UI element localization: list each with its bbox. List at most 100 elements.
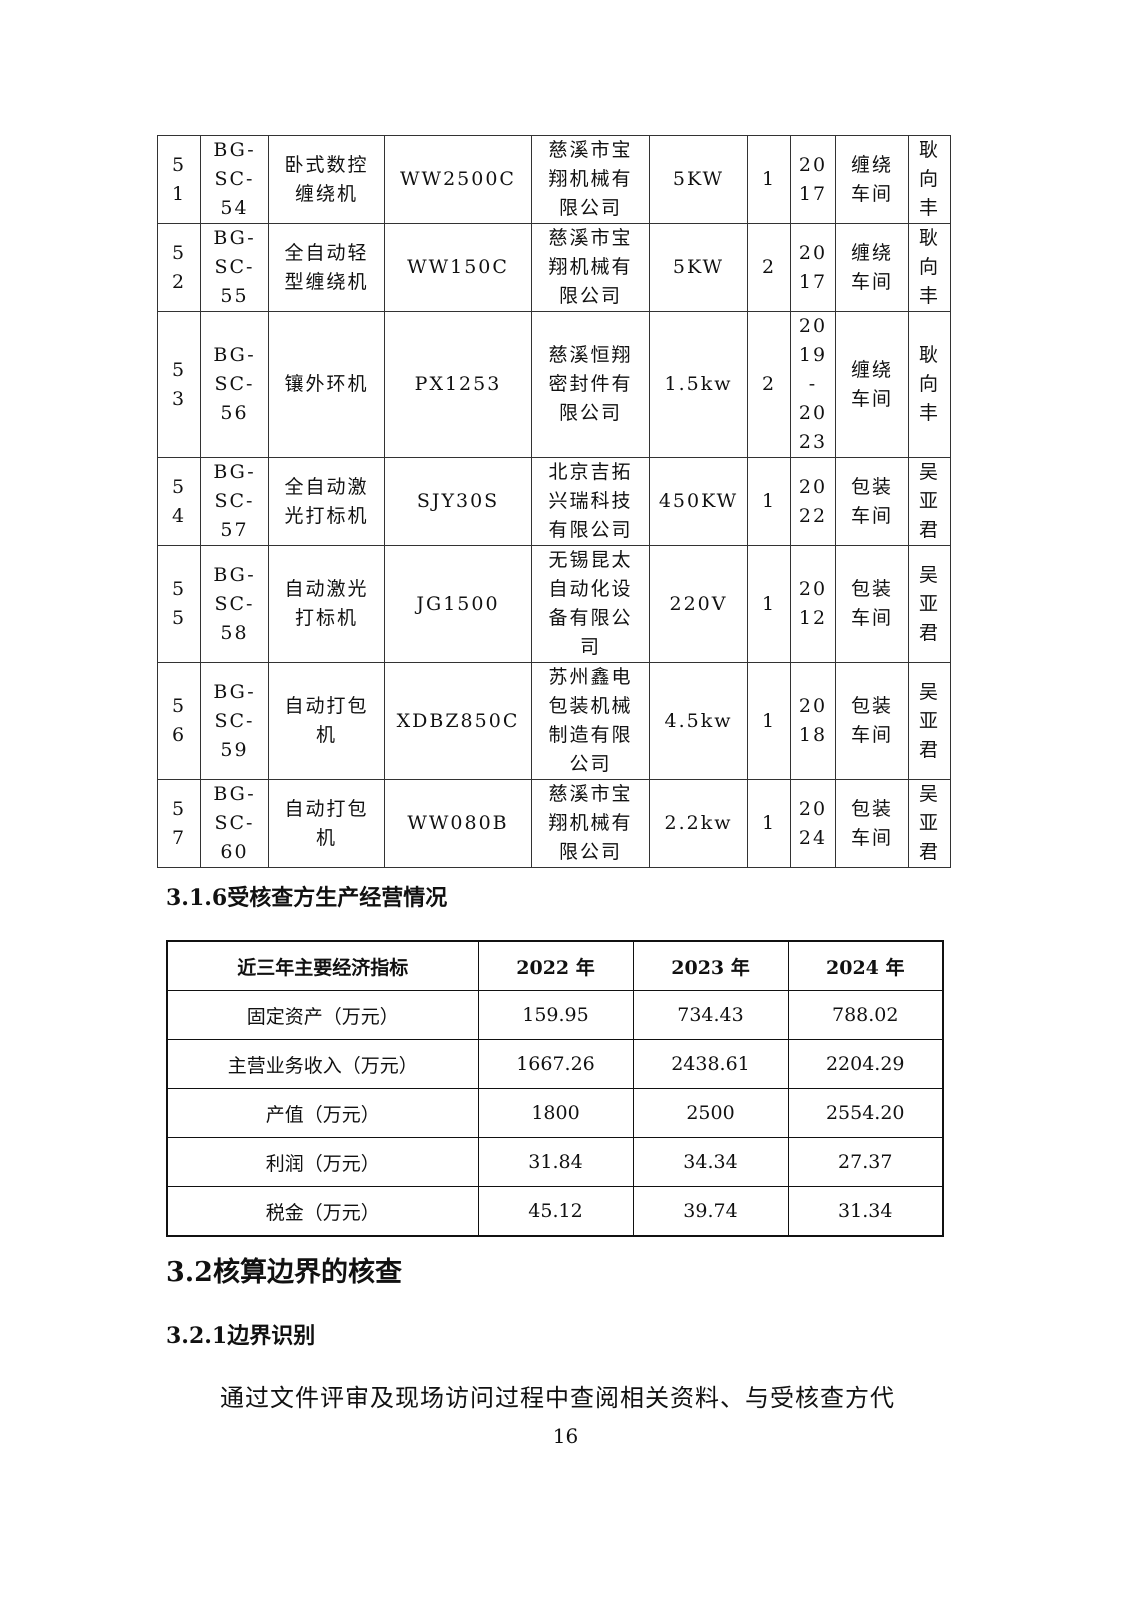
table-row: 5 5 BG- SC- 58 自动激光 打标机 JG1500 无锡昆太 自动化设 备有限… — [157, 545, 951, 663]
year-cell: 20 17 — [790, 223, 836, 312]
equipment-name-cell: 自动打包 机 — [268, 779, 385, 868]
table-row: 产值（万元） 1800 2500 2554.20 — [166, 1088, 944, 1138]
workshop-cell: 包装 车间 — [835, 545, 909, 663]
indicator-cell: 固定资产（万元） — [166, 990, 479, 1040]
equipment-code-cell: BG- SC- 59 — [200, 662, 269, 780]
value-cell: 39.74 — [632, 1186, 789, 1237]
section-heading-3-2-1: 3.2.1边界识别 — [166, 1323, 316, 1349]
manufacturer-cell: 慈溪市宝 翔机械有 限公司 — [531, 223, 650, 312]
power-cell: 450KW — [649, 457, 748, 546]
workshop-cell: 包装 车间 — [835, 779, 909, 868]
value-cell: 2554.20 — [787, 1088, 944, 1138]
row-number-cell: 5 5 — [157, 545, 201, 663]
header-cell: 2022 年 — [477, 940, 634, 991]
equipment-name-cell: 自动激光 打标机 — [268, 545, 385, 663]
equipment-code-cell: BG- SC- 60 — [200, 779, 269, 868]
row-number-cell: 5 2 — [157, 223, 201, 312]
equipment-code-cell: BG- SC- 56 — [200, 311, 269, 458]
year-cell: 20 22 — [790, 457, 836, 546]
equipment-name-cell: 卧式数控 缠绕机 — [268, 135, 385, 224]
quantity-cell: 2 — [747, 311, 791, 458]
value-cell: 31.84 — [477, 1137, 634, 1187]
value-cell: 2204.29 — [787, 1039, 944, 1089]
workshop-cell: 包装 车间 — [835, 457, 909, 546]
year-cell: 20 24 — [790, 779, 836, 868]
section-heading-3-2: 3.2核算边界的核查 — [166, 1257, 402, 1288]
row-number-cell: 5 1 — [157, 135, 201, 224]
table-header-row: 近三年主要经济指标 2022 年 2023 年 2024 年 — [166, 940, 944, 991]
equipment-code-cell: BG- SC- 55 — [200, 223, 269, 312]
row-number-cell: 5 3 — [157, 311, 201, 458]
section-heading-3-1-6: 3.1.6受核查方生产经营情况 — [166, 885, 448, 911]
model-cell: WW150C — [384, 223, 532, 312]
table-row: 5 6 BG- SC- 59 自动打包 机 XDBZ850C 苏州鑫电 包装机械 制造有… — [157, 662, 951, 780]
power-cell: 5KW — [649, 223, 748, 312]
value-cell: 159.95 — [477, 990, 634, 1040]
model-cell: WW080B — [384, 779, 532, 868]
value-cell: 45.12 — [477, 1186, 634, 1237]
row-number-cell: 5 6 — [157, 662, 201, 780]
model-cell: XDBZ850C — [384, 662, 532, 780]
equipment-table: 5 1 BG- SC- 54 卧式数控 缠绕机 WW2500C 慈溪市宝 翔机械有 限公… — [157, 135, 951, 868]
economic-indicators-table: 近三年主要经济指标 2022 年 2023 年 2024 年 固定资产（万元） 1… — [166, 940, 944, 1237]
year-cell: 20 18 — [790, 662, 836, 780]
equipment-name-cell: 全自动激 光打标机 — [268, 457, 385, 546]
quantity-cell: 1 — [747, 457, 791, 546]
quantity-cell: 1 — [747, 135, 791, 224]
value-cell: 1667.26 — [477, 1039, 634, 1089]
workshop-cell: 缠绕 车间 — [835, 223, 909, 312]
table-row: 5 2 BG- SC- 55 全自动轻 型缠绕机 WW150C 慈溪市宝 翔机械有 限公… — [157, 223, 951, 312]
indicator-cell: 产值（万元） — [166, 1088, 479, 1138]
value-cell: 31.34 — [787, 1186, 944, 1237]
indicator-cell: 主营业务收入（万元） — [166, 1039, 479, 1089]
workshop-cell: 缠绕 车间 — [835, 135, 909, 224]
header-cell: 2024 年 — [787, 940, 944, 991]
indicator-cell: 税金（万元） — [166, 1186, 479, 1237]
row-number-cell: 5 7 — [157, 779, 201, 868]
quantity-cell: 1 — [747, 662, 791, 780]
manufacturer-cell: 慈溪恒翔 密封件有 限公司 — [531, 311, 650, 458]
power-cell: 2.2kw — [649, 779, 748, 868]
model-cell: JG1500 — [384, 545, 532, 663]
manufacturer-cell: 无锡昆太 自动化设 备有限公 司 — [531, 545, 650, 663]
table-row: 固定资产（万元） 159.95 734.43 788.02 — [166, 990, 944, 1040]
equipment-code-cell: BG- SC- 57 — [200, 457, 269, 546]
equipment-code-cell: BG- SC- 58 — [200, 545, 269, 663]
workshop-cell: 缠绕 车间 — [835, 311, 909, 458]
equipment-name-cell: 自动打包 机 — [268, 662, 385, 780]
year-cell: 20 12 — [790, 545, 836, 663]
table-row: 税金（万元） 45.12 39.74 31.34 — [166, 1186, 944, 1237]
workshop-cell: 包装 车间 — [835, 662, 909, 780]
manufacturer-cell: 苏州鑫电 包装机械 制造有限 公司 — [531, 662, 650, 780]
table-row: 5 7 BG- SC- 60 自动打包 机 WW080B 慈溪市宝 翔机械有 限公司 2.… — [157, 779, 951, 868]
manufacturer-cell: 慈溪市宝 翔机械有 限公司 — [531, 135, 650, 224]
row-number-cell: 5 4 — [157, 457, 201, 546]
power-cell: 220V — [649, 545, 748, 663]
table-row: 5 4 BG- SC- 57 全自动激 光打标机 SJY30S 北京吉拓 兴瑞科技 有限… — [157, 457, 951, 546]
table-row: 利润（万元） 31.84 34.34 27.37 — [166, 1137, 944, 1187]
power-cell: 1.5kw — [649, 311, 748, 458]
value-cell: 788.02 — [787, 990, 944, 1040]
year-cell: 20 17 — [790, 135, 836, 224]
model-cell: SJY30S — [384, 457, 532, 546]
equipment-code-cell: BG- SC- 54 — [200, 135, 269, 224]
value-cell: 2500 — [632, 1088, 789, 1138]
responsible-person-cell: 耿 向 丰 — [908, 223, 951, 312]
equipment-name-cell: 镶外环机 — [268, 311, 385, 458]
power-cell: 5KW — [649, 135, 748, 224]
responsible-person-cell: 吴 亚 君 — [908, 457, 951, 546]
table-row: 5 3 BG- SC- 56 镶外环机 PX1253 慈溪恒翔 密封件有 限公司 1.5k… — [157, 311, 951, 458]
manufacturer-cell: 慈溪市宝 翔机械有 限公司 — [531, 779, 650, 868]
quantity-cell: 2 — [747, 223, 791, 312]
value-cell: 34.34 — [632, 1137, 789, 1187]
header-cell: 2023 年 — [632, 940, 789, 991]
responsible-person-cell: 耿 向 丰 — [908, 135, 951, 224]
page-number: 16 — [552, 1424, 579, 1448]
responsible-person-cell: 吴 亚 君 — [908, 779, 951, 868]
quantity-cell: 1 — [747, 545, 791, 663]
responsible-person-cell: 吴 亚 君 — [908, 545, 951, 663]
table-row: 主营业务收入（万元） 1667.26 2438.61 2204.29 — [166, 1039, 944, 1089]
model-cell: PX1253 — [384, 311, 532, 458]
manufacturer-cell: 北京吉拓 兴瑞科技 有限公司 — [531, 457, 650, 546]
